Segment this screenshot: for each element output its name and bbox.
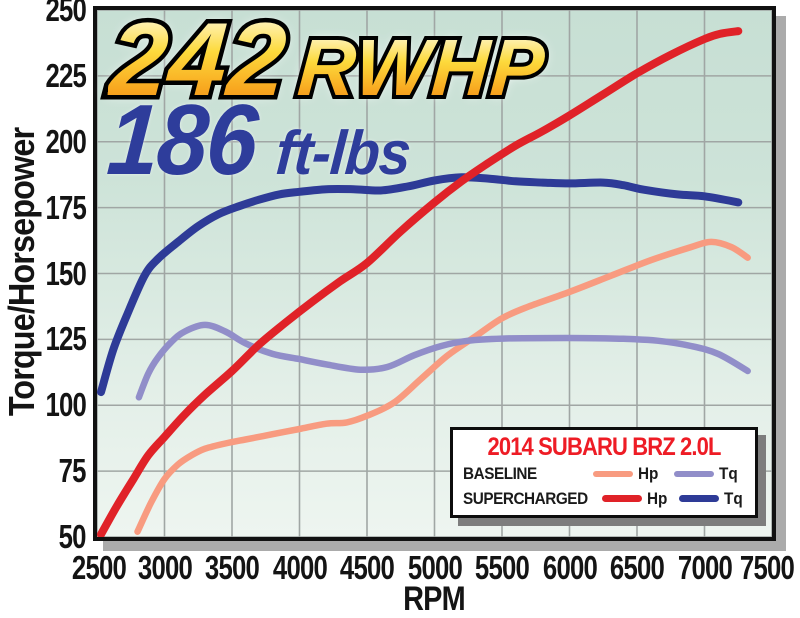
legend-title: 2014 SUBARU BRZ 2.0L — [487, 433, 721, 461]
baseline-tq-line-swatch — [674, 470, 714, 477]
x-axis-title: RPM — [403, 580, 466, 618]
peak-tq-unit: ft-lbs — [273, 119, 413, 188]
y-tick-label: 200 — [45, 122, 86, 160]
supercharged-tq-line-swatch — [679, 495, 720, 502]
peak-tq-headline: 186 ft-lbs — [104, 84, 426, 196]
x-tick-label: 2500 — [71, 549, 127, 586]
series-baseline-tq — [135, 321, 751, 401]
x-tick-label: 6000 — [542, 549, 597, 586]
series-baseline-hp — [134, 238, 751, 535]
y-tick-label: 125 — [45, 320, 86, 358]
legend: 2014 SUBARU BRZ 2.0L BASELINE Hp Tq SUPE… — [450, 427, 758, 518]
legend-row-supercharged: SUPERCHARGED Hp Tq — [463, 486, 745, 511]
baseline-hp-label: Hp — [638, 463, 659, 483]
legend-row-baseline: BASELINE Hp Tq — [463, 461, 745, 486]
baseline-tq-label: Tq — [719, 463, 738, 483]
x-tick-label: 4000 — [272, 549, 327, 586]
series-supercharged-tq — [97, 173, 743, 397]
x-tick-label: 7000 — [677, 549, 732, 586]
x-tick-label: 3000 — [137, 549, 192, 586]
y-tick-label: 225 — [45, 56, 86, 94]
y-tick-label: 175 — [45, 188, 86, 226]
supercharged-hp-label: Hp — [646, 488, 667, 508]
y-tick-label: 100 — [45, 386, 86, 424]
x-tick-label: 4500 — [339, 549, 395, 586]
legend-label-supercharged: SUPERCHARGED — [463, 488, 588, 508]
y-tick-label: 150 — [45, 254, 86, 292]
y-tick-label: 75 — [58, 452, 87, 490]
supercharged-hp-line-swatch — [601, 495, 642, 502]
x-tick-label: 7500 — [739, 549, 795, 586]
legend-label-baseline: BASELINE — [463, 463, 537, 483]
supercharged-tq-label: Tq — [724, 488, 743, 508]
y-tick-label: 50 — [58, 518, 87, 555]
series-supercharged-hp — [97, 27, 743, 537]
peak-tq-value: 186 — [104, 84, 260, 196]
x-tick-label: 6500 — [609, 549, 665, 586]
x-tick-label: 5500 — [474, 549, 530, 586]
baseline-hp-line-swatch — [593, 470, 633, 477]
y-tick-label: 250 — [45, 0, 86, 28]
y-axis-title: Torque/Horsepower — [1, 127, 42, 417]
x-tick-label: 5000 — [407, 549, 462, 586]
x-tick-label: 3500 — [204, 549, 260, 586]
